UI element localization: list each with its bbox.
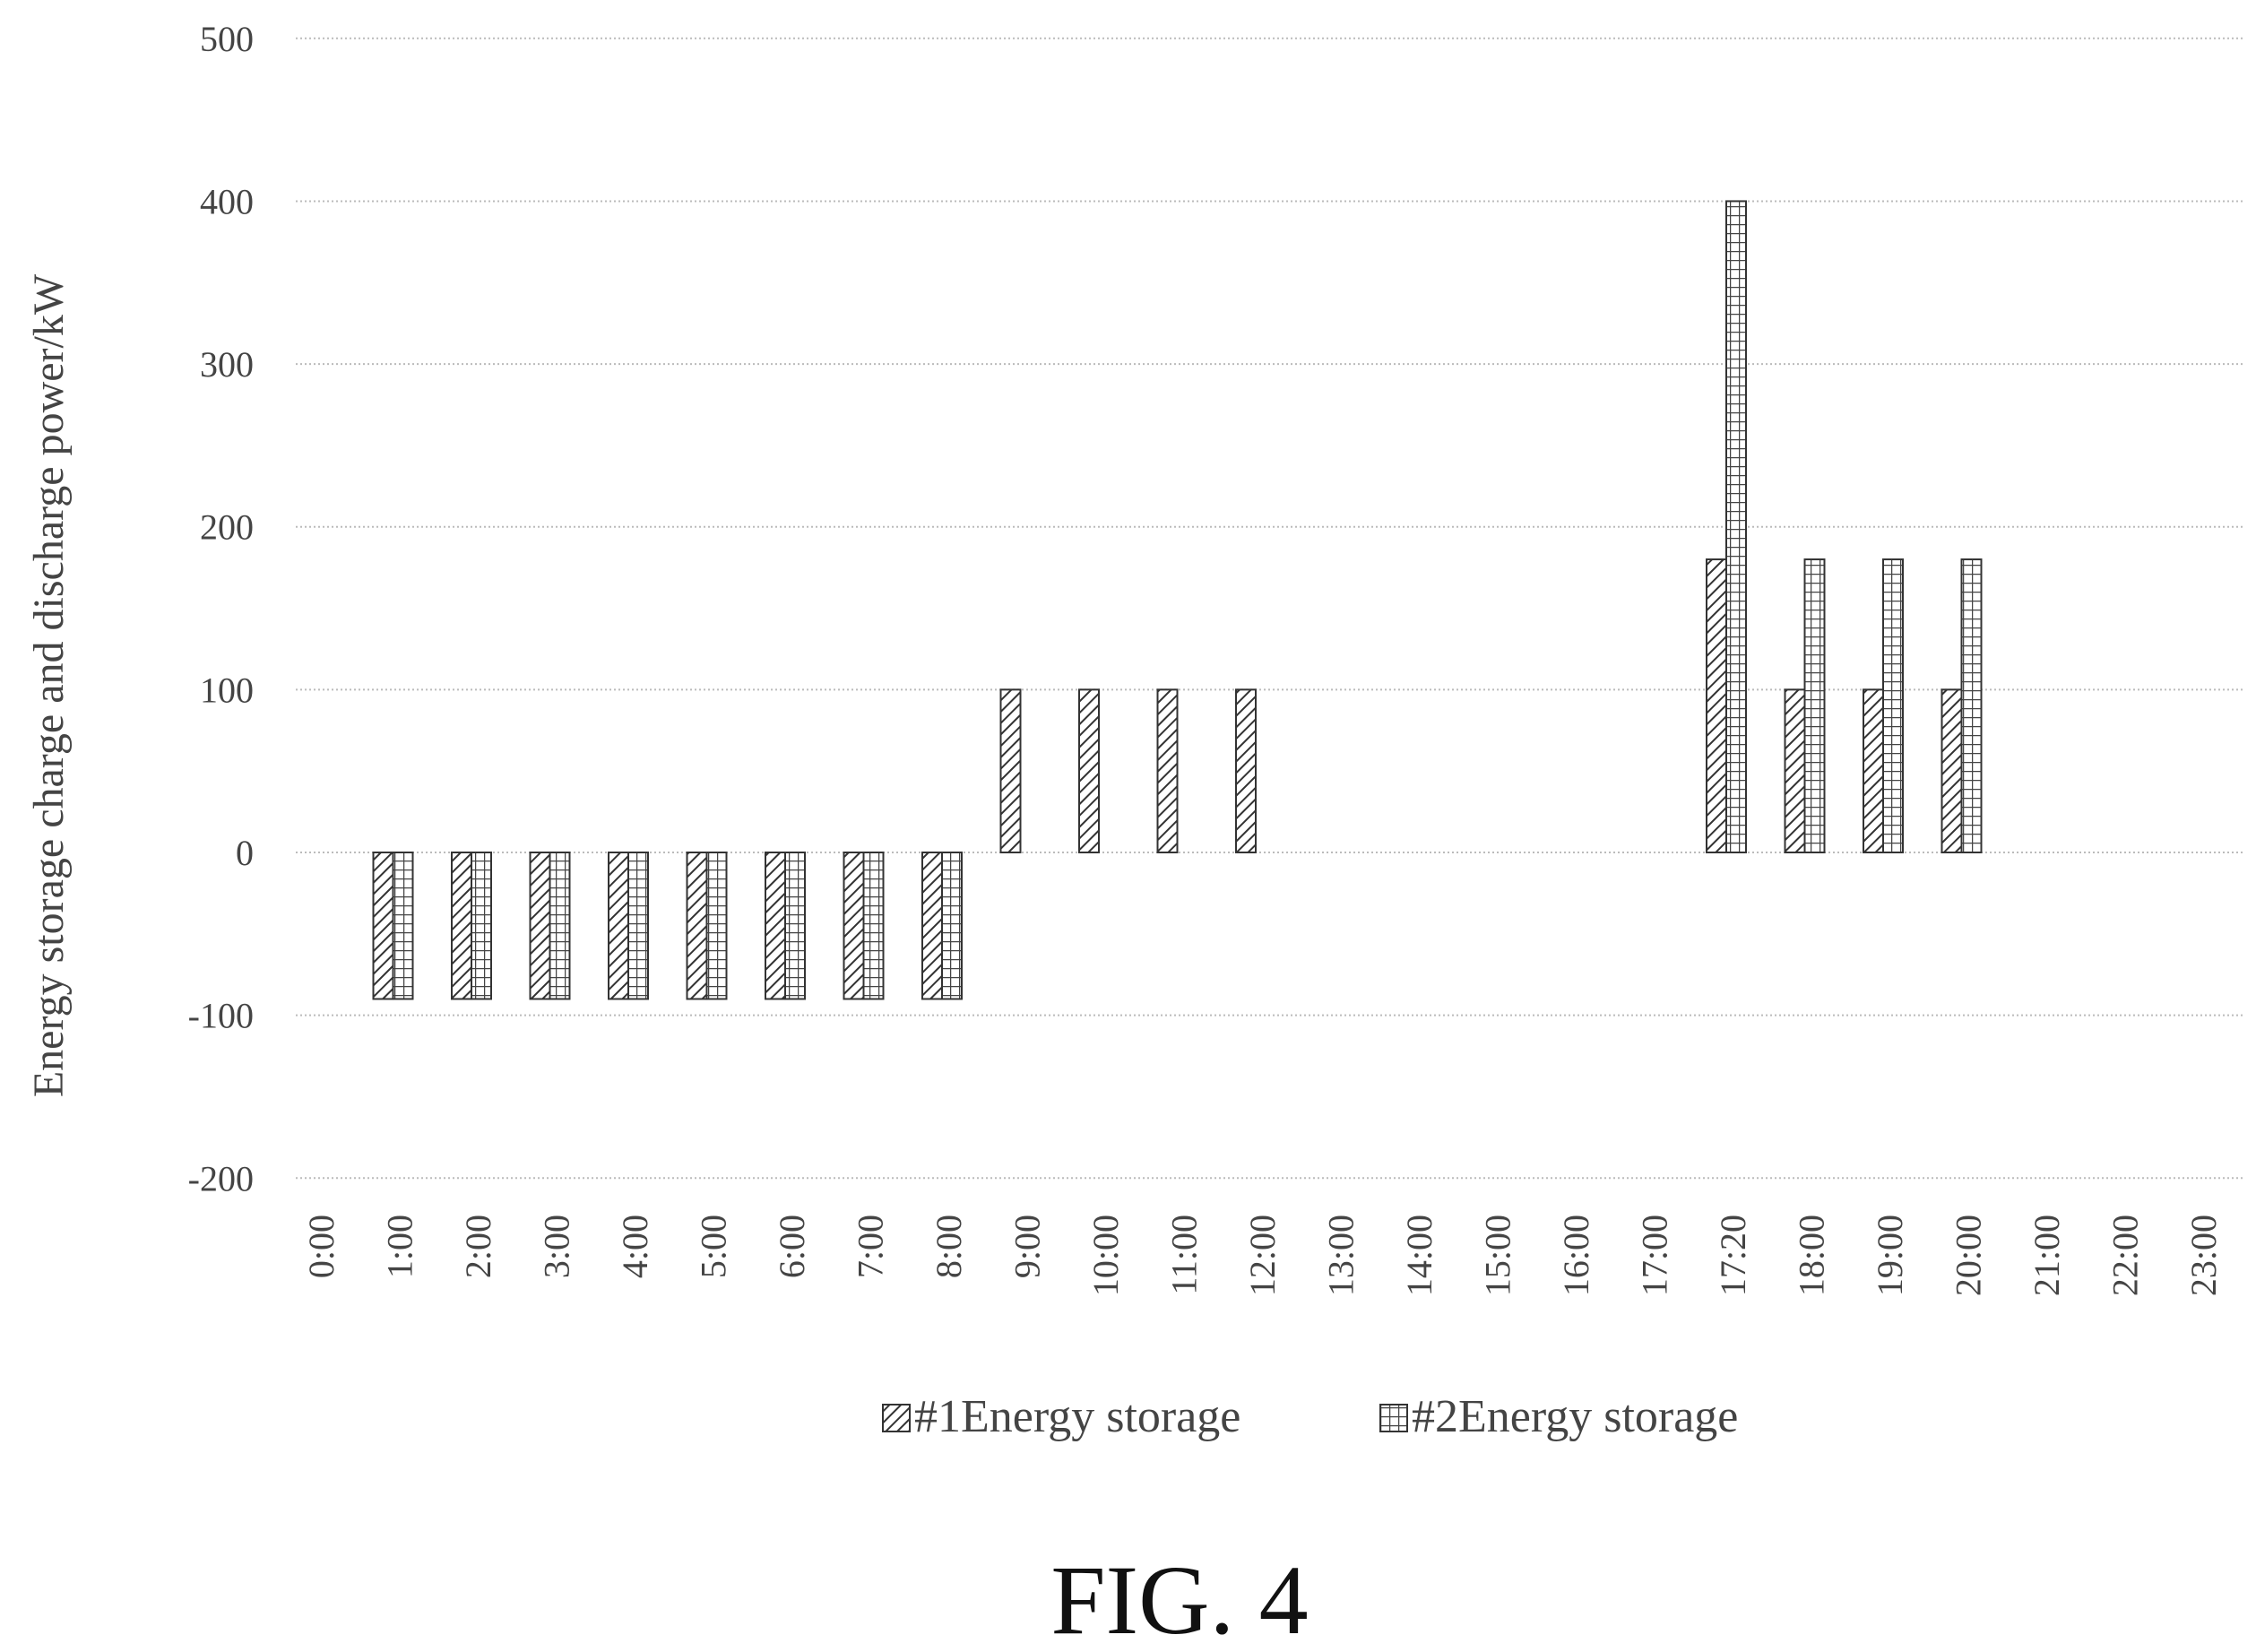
x-tick-label: 13:00 <box>1321 1215 1361 1296</box>
x-tick-label: 16:00 <box>1556 1215 1596 1296</box>
x-axis-tick-labels: 0:00 1:00 2:00 3:00 4:00 5:00 6:00 7:00 8:00 9:00… <box>301 1215 2224 1296</box>
legend: #1Energy storage #2Energy storage <box>882 1391 1738 1442</box>
x-tick-label: 3:00 <box>537 1215 577 1278</box>
legend-swatch-series-2 <box>1379 1404 1408 1432</box>
bar-series-1 <box>1235 688 1257 853</box>
x-tick-label: 21:00 <box>2027 1215 2067 1296</box>
bar-series-1 <box>1078 688 1100 853</box>
bar-series-1 <box>921 852 943 1000</box>
bar-series-1 <box>1156 688 1179 853</box>
bar-series-2 <box>392 852 414 1000</box>
x-tick-label: 12:00 <box>1242 1215 1283 1296</box>
x-tick-label: 7:00 <box>851 1215 891 1278</box>
bar-series-1 <box>843 852 865 1000</box>
bar-series-1 <box>999 688 1022 853</box>
y-axis-title: Energy storage charge and discharge powe… <box>25 273 73 1097</box>
x-tick-label: 19:00 <box>1870 1215 1910 1296</box>
x-tick-label: 17:20 <box>1713 1215 1753 1296</box>
bar-series-2 <box>1882 558 1904 853</box>
bar-series-1 <box>372 852 394 1000</box>
x-tick-label: 18:00 <box>1792 1215 1832 1296</box>
y-tick-label: 200 <box>200 507 254 548</box>
bar-series-group <box>372 200 1983 1000</box>
x-tick-label: 5:00 <box>694 1215 734 1278</box>
bar-series-1 <box>1941 688 1963 853</box>
bar-series-2 <box>862 852 885 1000</box>
bar-series-1 <box>1706 558 1727 853</box>
gridlines <box>296 37 2245 1180</box>
x-tick-label: 14:00 <box>1399 1215 1439 1296</box>
bar-series-2 <box>549 852 571 1000</box>
x-tick-label: 6:00 <box>772 1215 812 1278</box>
bar-series-1 <box>1863 688 1884 853</box>
x-tick-label: 9:00 <box>1007 1215 1048 1278</box>
x-tick-label: 4:00 <box>615 1215 655 1278</box>
bar-series-2 <box>941 852 963 1000</box>
x-tick-label: 2:00 <box>458 1215 498 1278</box>
y-tick-label: -100 <box>188 996 254 1036</box>
x-tick-label: 23:00 <box>2183 1215 2224 1296</box>
bar-series-1 <box>1784 688 1806 853</box>
x-tick-label: 20:00 <box>1949 1215 1989 1296</box>
x-tick-label: 15:00 <box>1478 1215 1518 1296</box>
x-tick-label: 22:00 <box>2105 1215 2146 1296</box>
y-tick-label: 300 <box>200 344 254 385</box>
bar-series-2 <box>784 852 806 1000</box>
bar-series-1 <box>529 852 551 1000</box>
bar-series-2 <box>471 852 492 1000</box>
y-tick-label: 100 <box>200 670 254 710</box>
x-tick-label: 0:00 <box>301 1215 341 1278</box>
bar-series-2 <box>1960 558 1983 853</box>
figure-caption: FIG. 4 <box>1050 1545 1308 1652</box>
x-tick-label: 1:00 <box>380 1215 420 1278</box>
y-axis-tick-labels: 500 400 300 200 100 0 -100 -200 <box>188 19 254 1198</box>
legend-label-series-1: #1Energy storage <box>914 1391 1240 1442</box>
bar-series-2 <box>1803 558 1826 853</box>
x-tick-label: 11:00 <box>1164 1215 1205 1295</box>
x-tick-label: 10:00 <box>1085 1215 1126 1296</box>
y-tick-label: -200 <box>188 1158 254 1198</box>
y-tick-label: 0 <box>236 833 254 873</box>
legend-swatch-series-1 <box>882 1404 911 1432</box>
bar-series-1 <box>451 852 472 1000</box>
bar-series-1 <box>608 852 629 1000</box>
bar-series-2 <box>627 852 649 1000</box>
bar-series-2 <box>705 852 728 1000</box>
legend-label-series-2: #2Energy storage <box>1412 1391 1738 1442</box>
bar-series-1 <box>686 852 708 1000</box>
y-tick-label: 500 <box>200 19 254 59</box>
x-tick-label: 8:00 <box>929 1215 969 1278</box>
bar-series-1 <box>765 852 786 1000</box>
x-tick-label: 17:00 <box>1635 1215 1675 1296</box>
bar-series-2 <box>1725 200 1747 853</box>
y-tick-label: 400 <box>200 181 254 221</box>
